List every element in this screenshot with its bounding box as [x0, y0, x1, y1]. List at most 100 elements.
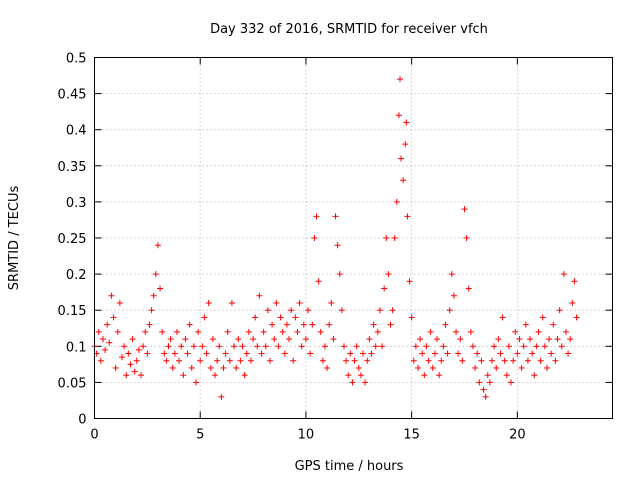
data-point: [319, 357, 326, 364]
data-point: [163, 357, 170, 364]
data-point: [277, 314, 284, 321]
data-point: [446, 307, 453, 314]
data-point: [474, 350, 481, 357]
data-point: [442, 321, 449, 328]
data-point: [370, 321, 377, 328]
data-point: [184, 350, 191, 357]
data-point: [372, 343, 379, 350]
x-tick-label: 15: [403, 428, 420, 443]
data-point: [353, 343, 360, 350]
y-tick-label: 0.35: [58, 160, 87, 175]
data-point: [569, 299, 576, 306]
data-point: [573, 314, 580, 321]
data-point: [491, 343, 498, 350]
data-point: [520, 343, 527, 350]
data-point: [201, 314, 208, 321]
data-point: [142, 328, 149, 335]
data-point: [254, 343, 261, 350]
data-point: [209, 336, 216, 343]
data-point: [247, 357, 254, 364]
data-point: [391, 235, 398, 241]
data-point: [412, 343, 419, 350]
data-point: [190, 343, 197, 350]
data-point: [328, 299, 335, 306]
data-point: [218, 393, 225, 400]
data-point: [283, 321, 290, 328]
data-point: [531, 372, 538, 379]
data-point: [275, 343, 282, 350]
data-point: [368, 350, 375, 357]
data-point: [118, 354, 125, 361]
data-point: [444, 350, 451, 357]
data-point: [529, 350, 536, 357]
data-point: [349, 379, 356, 386]
data-point: [505, 343, 512, 350]
data-point: [558, 343, 565, 350]
x-axis-label: GPS time / hours: [295, 459, 404, 474]
data-point: [104, 321, 111, 328]
data-point: [512, 328, 519, 335]
data-point: [510, 357, 517, 364]
data-point: [178, 343, 185, 350]
data-point: [480, 386, 487, 393]
data-point: [121, 343, 128, 350]
data-point: [271, 336, 278, 343]
data-point: [543, 364, 550, 371]
data-point: [154, 242, 161, 249]
data-point: [381, 285, 388, 292]
data-point: [395, 112, 402, 119]
axis-ticks: 0 0.05 0.1 0.15 0.2 0.25 0.3 0.35 0.4 0.45 0.5 0 5 10…: [58, 52, 613, 443]
data-point: [554, 336, 561, 343]
data-point: [484, 372, 491, 379]
data-point: [376, 307, 383, 314]
data-point: [220, 364, 227, 371]
y-tick-label: 0.45: [58, 88, 87, 103]
data-point: [300, 321, 307, 328]
data-point: [387, 321, 394, 328]
data-point: [402, 141, 409, 148]
data-point: [360, 350, 367, 357]
data-point: [343, 357, 350, 364]
data-point: [501, 357, 508, 364]
data-point: [514, 350, 521, 357]
data-point: [138, 372, 145, 379]
data-point: [167, 336, 174, 343]
data-point: [108, 292, 115, 299]
data-point: [273, 299, 280, 306]
data-point: [434, 336, 441, 343]
data-point: [385, 271, 392, 278]
data-point: [324, 364, 331, 371]
data-point: [302, 336, 309, 343]
data-point: [315, 278, 322, 285]
y-tick-label: 0.5: [66, 52, 87, 67]
data-point: [148, 307, 155, 314]
data-point: [288, 307, 295, 314]
data-point: [159, 328, 166, 335]
data-point: [539, 314, 546, 321]
data-point: [97, 357, 104, 364]
data-point: [571, 278, 578, 285]
data-point: [459, 357, 466, 364]
data-point: [135, 346, 142, 353]
data-point: [469, 343, 476, 350]
data-point: [241, 372, 248, 379]
data-point: [102, 346, 109, 353]
data-point: [161, 350, 168, 357]
data-point: [431, 350, 438, 357]
data-point: [281, 350, 288, 357]
data-point: [404, 213, 411, 220]
data-point: [438, 357, 445, 364]
data-point: [518, 364, 525, 371]
data-point: [216, 343, 223, 350]
data-point: [336, 271, 343, 278]
x-tick-label: 0: [90, 428, 98, 443]
data-point: [182, 336, 189, 343]
data-point: [476, 379, 483, 386]
data-point: [455, 350, 462, 357]
data-point: [173, 328, 180, 335]
data-point: [463, 235, 470, 241]
data-point: [252, 314, 259, 321]
data-point: [131, 368, 138, 375]
